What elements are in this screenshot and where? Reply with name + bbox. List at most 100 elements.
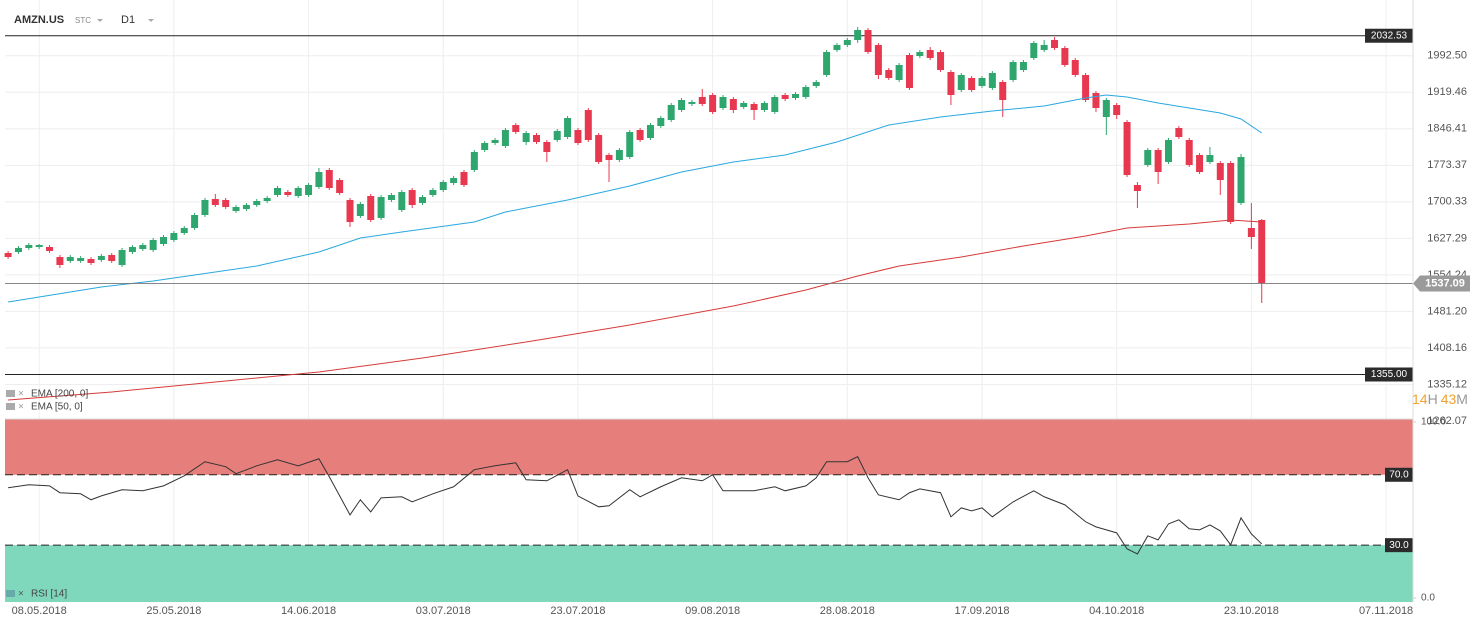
candle-body	[1113, 105, 1121, 115]
candle-body	[1164, 140, 1172, 162]
y-tick-label: 1408.16	[1427, 342, 1467, 354]
candle-body	[201, 200, 209, 215]
candle-body	[191, 215, 199, 228]
legend-close[interactable]: ×	[18, 389, 24, 400]
candle-body	[356, 204, 364, 216]
candle-body	[1216, 163, 1224, 180]
candle-body	[688, 102, 696, 104]
level-label: 30.0	[1389, 540, 1409, 551]
candle-body	[284, 192, 292, 195]
candle-body	[843, 40, 851, 45]
candle-body	[937, 52, 945, 70]
legend-icon[interactable]	[6, 403, 15, 410]
candle-body	[14, 248, 22, 252]
timer: 14H 43M	[1412, 391, 1468, 407]
candle-body	[450, 178, 458, 183]
candle-body	[419, 197, 427, 203]
candle-body	[460, 172, 468, 185]
candle-body	[678, 100, 686, 110]
legend-icon[interactable]	[6, 590, 15, 597]
legend-icon[interactable]	[6, 390, 15, 397]
last-price-tag	[1413, 275, 1470, 292]
y-tick-label: 1262.07	[1427, 415, 1467, 427]
last-price-label: 1537.09	[1425, 277, 1465, 289]
timer-hours-unit: H	[1428, 391, 1438, 407]
candle-body	[698, 97, 706, 104]
level-label: 1355.00	[1371, 369, 1408, 380]
candle-body	[916, 52, 924, 56]
candle-body	[25, 245, 33, 248]
rsi-panel	[5, 419, 1413, 602]
candle-body	[273, 188, 281, 195]
ema-line	[8, 219, 1262, 401]
candle-body	[595, 135, 603, 162]
candle-body	[429, 190, 437, 195]
symbol[interactable]: AMZN.US	[14, 14, 64, 26]
candle-body	[170, 233, 178, 240]
dropdown-arrow[interactable]	[97, 19, 103, 22]
candle-body	[222, 200, 230, 207]
price-panel	[4, 27, 1413, 401]
x-tick-label: 04.10.2018	[1089, 605, 1144, 617]
x-tick-label: 25.05.2018	[146, 605, 201, 617]
candle-body	[242, 205, 250, 209]
candle-body	[501, 130, 509, 146]
candle-body	[1133, 185, 1141, 191]
candle-body	[760, 103, 768, 110]
candle-body	[667, 105, 675, 120]
level-tag	[1365, 28, 1413, 43]
candle-body	[1196, 155, 1204, 172]
candle-body	[512, 125, 520, 132]
candle-body	[957, 75, 965, 90]
timer-hours: 14	[1412, 391, 1428, 407]
candle-body	[1144, 150, 1152, 165]
candle-body	[1030, 43, 1038, 58]
x-tick-label: 17.09.2018	[954, 605, 1009, 617]
candle-body	[408, 190, 416, 205]
candle-body	[87, 259, 95, 263]
candle-body	[926, 50, 934, 58]
overbought-zone	[5, 419, 1413, 475]
interval[interactable]: D1	[121, 14, 135, 26]
candle-body	[988, 73, 996, 88]
candle-body	[315, 172, 323, 187]
candle-body	[439, 182, 447, 190]
candle-body	[781, 95, 789, 99]
instrument-kind[interactable]: STC	[75, 16, 91, 25]
candle-body	[294, 188, 302, 196]
candle-body	[823, 52, 831, 75]
candle-body	[1154, 150, 1162, 172]
timer-minutes: 43	[1441, 391, 1457, 407]
candle-body	[149, 240, 157, 250]
candle-body	[740, 103, 748, 107]
legend-entry: EMA [50, 0]	[31, 402, 83, 413]
legend-close[interactable]: ×	[18, 402, 24, 413]
y-tick-label: 1919.46	[1427, 86, 1467, 98]
rsi-line	[8, 455, 1263, 555]
candle-body	[1123, 122, 1131, 175]
candle-body	[1040, 45, 1048, 50]
ema-line	[8, 94, 1263, 303]
legend-close[interactable]: ×	[18, 589, 24, 600]
level-tag	[1365, 367, 1413, 382]
candle-body	[66, 257, 74, 261]
candle-body	[1061, 48, 1069, 65]
dropdown-arrow[interactable]	[148, 19, 154, 22]
candle-body	[398, 192, 406, 210]
candle-body	[1071, 60, 1079, 75]
candle-body	[1082, 75, 1090, 100]
x-tick-label: 23.07.2018	[550, 605, 605, 617]
legend-entry: RSI [14]	[31, 589, 67, 600]
candle-body	[636, 130, 644, 140]
candle-body	[657, 118, 665, 126]
candle-body	[802, 87, 810, 97]
candle-body	[470, 152, 478, 170]
candle-body	[387, 195, 395, 200]
x-tick-label: 03.07.2018	[416, 605, 471, 617]
candle-body	[232, 207, 240, 211]
candle-body	[211, 199, 219, 205]
candle-body	[481, 143, 489, 150]
candle-body	[253, 201, 261, 205]
